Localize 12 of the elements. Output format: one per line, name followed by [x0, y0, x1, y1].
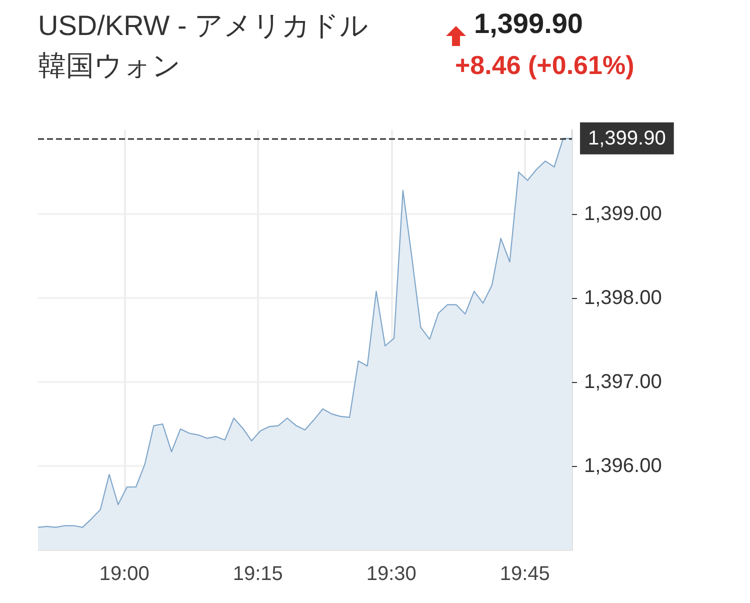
y-tick-label: 1,396.00 [584, 455, 662, 477]
text: 1,399.90 [474, 8, 583, 40]
y-tick-label: 1,397.00 [584, 371, 662, 393]
text: +8.46 (+0.61%) [455, 50, 634, 81]
x-tick-label: 19:45 [500, 563, 550, 585]
x-tick-label: 19:30 [366, 563, 416, 585]
y-tick-label: 1,399.00 [584, 203, 662, 225]
ref-line-label: 1,399.90 [588, 127, 666, 150]
x-tick-label: 19:15 [232, 563, 283, 585]
y-tick-label: 1,398.00 [584, 287, 662, 309]
chart-title: USD/KRW - アメリカドル韓国ウォン [38, 9, 370, 83]
x-tick-label: 19:00 [99, 563, 150, 585]
